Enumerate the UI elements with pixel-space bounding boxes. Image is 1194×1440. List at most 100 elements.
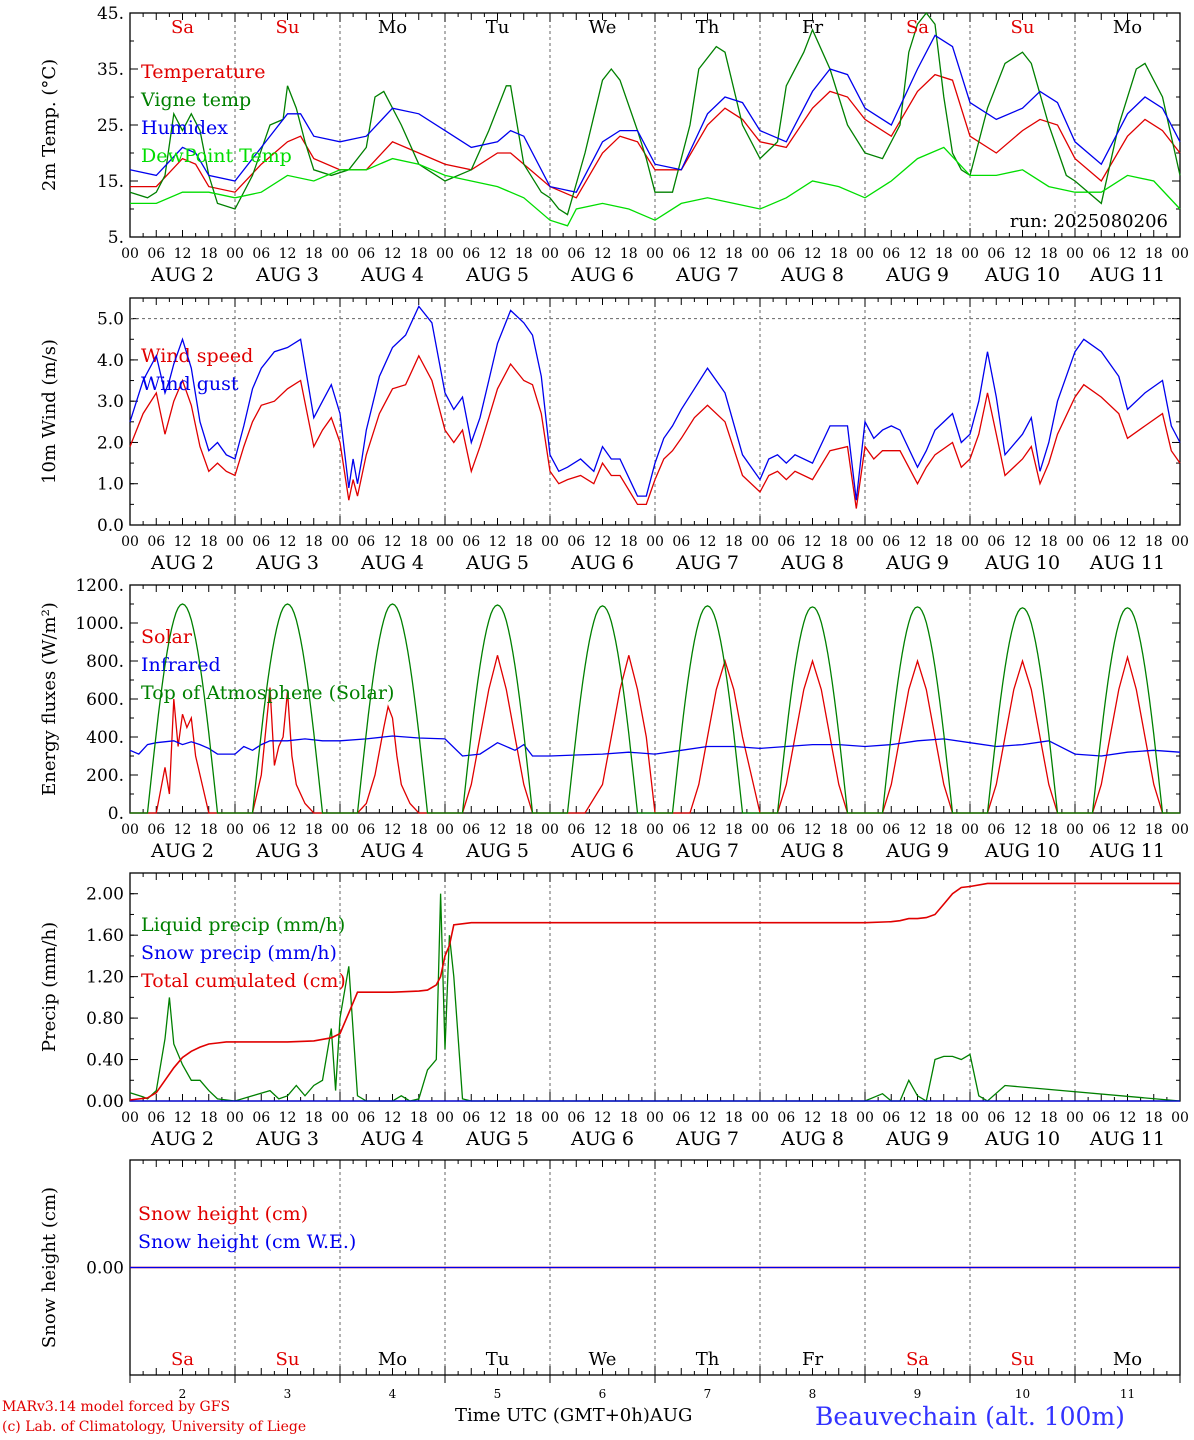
date-label: AUG 3: [255, 1128, 319, 1150]
hour-tick-label: 18: [515, 822, 533, 838]
hour-tick-label: 00: [856, 1110, 874, 1126]
day-name-label: Sa: [906, 17, 929, 38]
run-label: run: 2025080206: [1010, 211, 1168, 232]
hour-tick-label: 18: [410, 822, 428, 838]
hour-tick-label: 18: [410, 534, 428, 550]
date-label: AUG 9: [885, 1128, 949, 1150]
hour-tick-label: 06: [147, 246, 165, 262]
hour-tick-label: 00: [751, 1110, 769, 1126]
date-label: AUG 11: [1089, 552, 1165, 574]
hour-tick-label: 00: [961, 1110, 979, 1126]
hour-tick-label: 18: [1040, 822, 1058, 838]
hour-tick-label: 18: [725, 822, 743, 838]
date-label: AUG 7: [675, 1128, 739, 1150]
hour-tick-label: 12: [1119, 534, 1137, 550]
hour-tick-label: 00: [856, 534, 874, 550]
date-label: AUG 8: [780, 264, 844, 286]
hour-tick-label: 12: [489, 822, 507, 838]
hour-tick-label: 18: [830, 534, 848, 550]
hour-tick-label: 12: [489, 1110, 507, 1126]
day-number-label: 7: [704, 1387, 712, 1401]
hour-tick-label: 00: [226, 246, 244, 262]
hour-tick-label: 12: [1014, 822, 1032, 838]
hour-tick-label: 00: [331, 822, 349, 838]
hour-tick-label: 00: [1171, 534, 1189, 550]
day-name-label: Sa: [171, 1349, 194, 1370]
hour-tick-label: 00: [646, 1110, 664, 1126]
date-label: AUG 6: [570, 264, 634, 286]
hour-tick-label: 18: [830, 1110, 848, 1126]
date-label: AUG 6: [570, 1128, 634, 1150]
day-name-label: Mo: [1113, 17, 1142, 38]
day-number-label: 10: [1015, 1387, 1030, 1401]
hour-tick-label: 00: [226, 822, 244, 838]
hour-tick-label: 06: [882, 1110, 900, 1126]
series-line-dewpoint-temp: [130, 146, 1181, 227]
y-tick-label: 2.0: [97, 433, 124, 453]
legend-label: DewPoint Temp: [141, 145, 292, 167]
hour-tick-label: 06: [987, 246, 1005, 262]
hour-tick-label: 12: [174, 822, 192, 838]
legend-label: Solar: [141, 626, 193, 648]
hour-tick-label: 06: [1092, 822, 1110, 838]
hour-tick-label: 12: [1119, 1110, 1137, 1126]
day-name-label: Fr: [802, 1349, 823, 1370]
date-label: AUG 11: [1089, 264, 1165, 286]
hour-tick-label: 00: [121, 246, 139, 262]
date-label: AUG 9: [885, 840, 949, 862]
hour-tick-label: 12: [699, 534, 717, 550]
hour-tick-label: 00: [1171, 1110, 1189, 1126]
panel-3: 1200. 1000. 800. 600. 400. 200. 0. Energy fluxe…: [39, 576, 1189, 862]
hour-tick-label: 00: [541, 534, 559, 550]
hour-tick-label: 06: [357, 1110, 375, 1126]
hour-tick-label: 00: [226, 1110, 244, 1126]
y-tick-label: 1000.: [75, 614, 124, 634]
hour-tick-label: 18: [410, 1110, 428, 1126]
y-tick-label: 1200.: [75, 576, 124, 596]
hour-tick-label: 12: [594, 822, 612, 838]
hour-tick-label: 06: [252, 1110, 270, 1126]
hour-tick-label: 18: [305, 1110, 323, 1126]
hour-tick-label: 12: [384, 822, 402, 838]
hour-tick-label: 00: [331, 246, 349, 262]
hour-tick-label: 18: [200, 1110, 218, 1126]
hour-tick-label: 18: [1145, 1110, 1163, 1126]
hour-tick-label: 06: [567, 534, 585, 550]
hour-tick-label: 00: [1066, 1110, 1084, 1126]
hour-tick-label: 06: [882, 534, 900, 550]
panel-2: 5.0 4.0 3.0 2.0 1.0 0.0 10m Wind (m/s) Wind spe…: [39, 297, 1189, 574]
hour-tick-label: 18: [620, 534, 638, 550]
hour-tick-label: 06: [252, 822, 270, 838]
hour-tick-label: 18: [1145, 822, 1163, 838]
y-tick-label: 0.40: [86, 1051, 124, 1071]
date-label: AUG 7: [675, 264, 739, 286]
y-tick-label: 15.: [97, 172, 124, 192]
y-tick-label: 600.: [86, 690, 124, 710]
day-name-label: Th: [696, 17, 720, 38]
hour-tick-label: 00: [646, 246, 664, 262]
hour-tick-label: 12: [489, 246, 507, 262]
hour-tick-label: 12: [279, 1110, 297, 1126]
day-name-label: Fr: [802, 17, 823, 38]
day-name-label: Mo: [1113, 1349, 1142, 1370]
hour-tick-label: 18: [305, 822, 323, 838]
hour-tick-label: 18: [935, 822, 953, 838]
series-line-total-cumulated-cm-: [129, 882, 1180, 1101]
series-line-infrared: [129, 735, 1181, 757]
hour-tick-label: 18: [1040, 534, 1058, 550]
hour-tick-label: 18: [935, 246, 953, 262]
legend-label: Liquid precip (mm/h): [141, 914, 345, 936]
day-name-label: Mo: [378, 17, 407, 38]
date-label: AUG 3: [255, 552, 319, 574]
time-axis-label: Time UTC (GMT+0h)AUG: [455, 1405, 693, 1426]
hour-tick-label: 00: [961, 822, 979, 838]
day-name-label: Su: [1011, 17, 1035, 38]
hour-tick-label: 06: [777, 1110, 795, 1126]
y-tick-label: 0.0: [97, 516, 124, 536]
day-name-label: Th: [696, 1349, 720, 1370]
hour-tick-label: 18: [725, 1110, 743, 1126]
hour-tick-label: 18: [200, 246, 218, 262]
date-label: AUG 4: [360, 264, 424, 286]
hour-tick-label: 12: [174, 1110, 192, 1126]
date-label: AUG 5: [465, 1128, 529, 1150]
